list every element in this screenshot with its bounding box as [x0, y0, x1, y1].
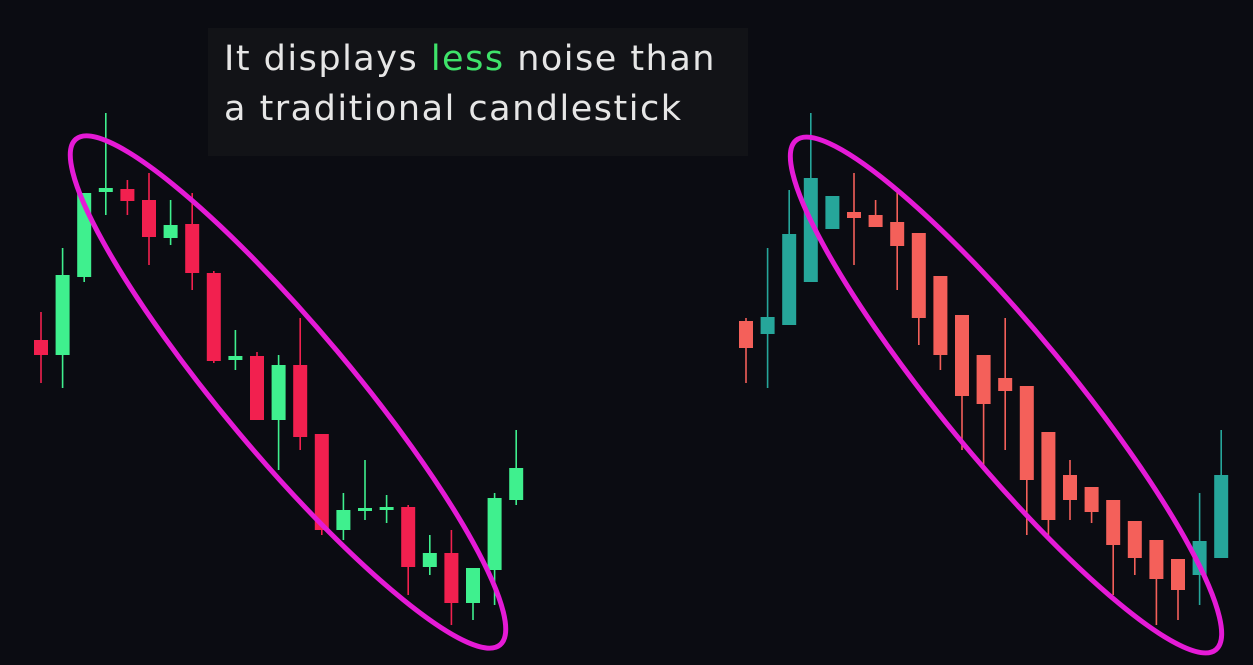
- candle-body: [1019, 386, 1034, 480]
- candle-body: [1041, 432, 1056, 520]
- candle-body: [998, 378, 1013, 391]
- candle-body: [163, 225, 178, 238]
- caption-text: noise than: [517, 39, 716, 79]
- candle-body: [1084, 487, 1099, 512]
- candle-body: [358, 508, 372, 511]
- candle-body: [336, 510, 351, 530]
- highlight-ellipse: [787, 134, 1225, 656]
- candle-body: [444, 553, 459, 603]
- candle-body: [34, 340, 48, 355]
- candle-body: [487, 498, 502, 570]
- candle-body: [825, 196, 840, 229]
- candle-body: [1149, 540, 1164, 579]
- candle-body: [142, 200, 156, 237]
- candle-body: [1214, 475, 1229, 558]
- candle-body: [120, 189, 135, 201]
- caption-text: a traditional candlestick: [224, 89, 683, 129]
- candle-body: [271, 365, 286, 420]
- caption: It displays less noise than a traditional…: [208, 28, 748, 156]
- candle-body: [206, 273, 221, 361]
- candle-body: [509, 468, 524, 500]
- candles: [34, 113, 1229, 625]
- candle-body: [911, 233, 926, 318]
- candle-body: [760, 317, 775, 334]
- candle-body: [739, 321, 753, 348]
- candle-body: [955, 315, 969, 396]
- candle-body: [868, 215, 883, 227]
- caption-text: It displays: [224, 39, 419, 79]
- highlight-ellipse: [67, 133, 509, 651]
- candle-body: [803, 178, 818, 282]
- candle-body: [401, 507, 416, 567]
- candle-body: [422, 553, 437, 567]
- candle-body: [1171, 559, 1185, 590]
- candle-body: [250, 356, 264, 420]
- candle-body: [1106, 500, 1121, 545]
- candle-body: [466, 568, 480, 603]
- candle-body: [228, 356, 243, 360]
- candle-body: [1192, 541, 1207, 575]
- candle-body: [98, 188, 113, 192]
- candle-body: [976, 355, 991, 404]
- caption-highlight: less: [430, 39, 505, 79]
- candle-body: [379, 507, 394, 510]
- candle-body: [847, 212, 861, 218]
- candle-body: [890, 222, 905, 246]
- candle-body: [185, 224, 200, 273]
- candle-body: [1127, 521, 1142, 558]
- candle-body: [782, 234, 797, 325]
- candle-body: [933, 276, 948, 355]
- candle-body: [293, 365, 308, 437]
- candle-body: [314, 434, 329, 530]
- candle-body: [1063, 475, 1077, 500]
- candle-body: [55, 275, 70, 355]
